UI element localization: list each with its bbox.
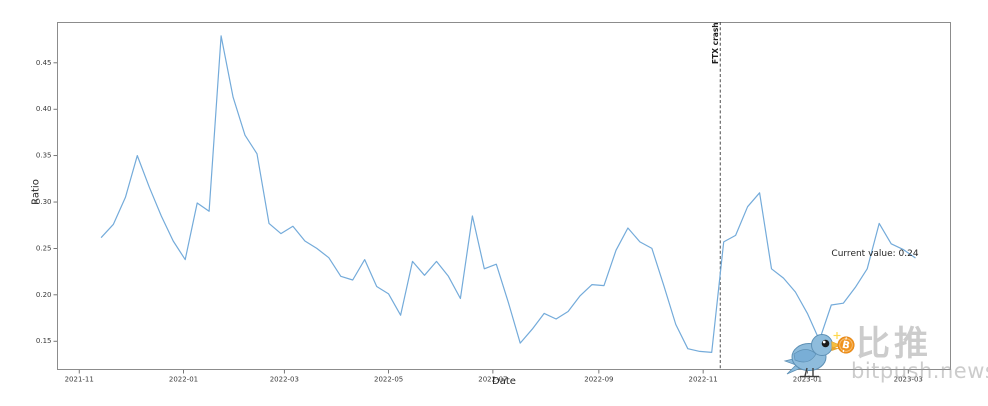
y-tick-label: 0.25 [36, 244, 52, 252]
watermark-cn-text: 比推 [856, 324, 932, 364]
y-tick-label: 0.35 [36, 152, 52, 160]
bird-eye [821, 339, 830, 348]
x-tick-label: 2023-03 [894, 376, 923, 384]
y-tick-label: 0.15 [36, 337, 52, 345]
bird-beak-lower [831, 346, 839, 351]
plot-frame [57, 22, 951, 370]
y-tick-label: 0.45 [36, 59, 52, 67]
bitcoin-symbol: B [841, 337, 851, 353]
bitpush-bird-logo: B [783, 332, 855, 378]
bitcoin-coin-icon [837, 336, 855, 354]
x-axis-label: Date [492, 376, 516, 387]
x-tick-label: 2021-11 [65, 376, 94, 384]
x-tick-label: 2022-07 [478, 376, 507, 384]
ratio-line-series [100, 35, 916, 353]
x-tick-label: 2022-09 [584, 376, 613, 384]
x-tick-label: 2023-01 [793, 376, 822, 384]
x-tick-label: 2022-01 [169, 376, 198, 384]
bird-beak-upper [831, 341, 842, 349]
ftx-crash-label: FTX crash [711, 22, 720, 64]
svg-text:B: B [841, 340, 851, 352]
x-tick-label: 2022-03 [270, 376, 299, 384]
y-tick-label: 0.20 [36, 291, 52, 299]
bird-eye-highlight [822, 340, 826, 344]
bird-legs [800, 367, 819, 378]
current-value-annotation: Current value: 0.24 [831, 249, 919, 259]
x-tick-label: 2022-05 [374, 376, 403, 384]
sparkle-icon [833, 332, 841, 339]
y-tick-label: 0.30 [36, 198, 52, 206]
x-tick-label: 2022-11 [689, 376, 718, 384]
watermark-en-text: bitpush.news [851, 359, 988, 383]
y-axis-label: Ratio [30, 179, 42, 205]
bird-head [811, 334, 833, 356]
y-tick-label: 0.40 [36, 105, 52, 113]
